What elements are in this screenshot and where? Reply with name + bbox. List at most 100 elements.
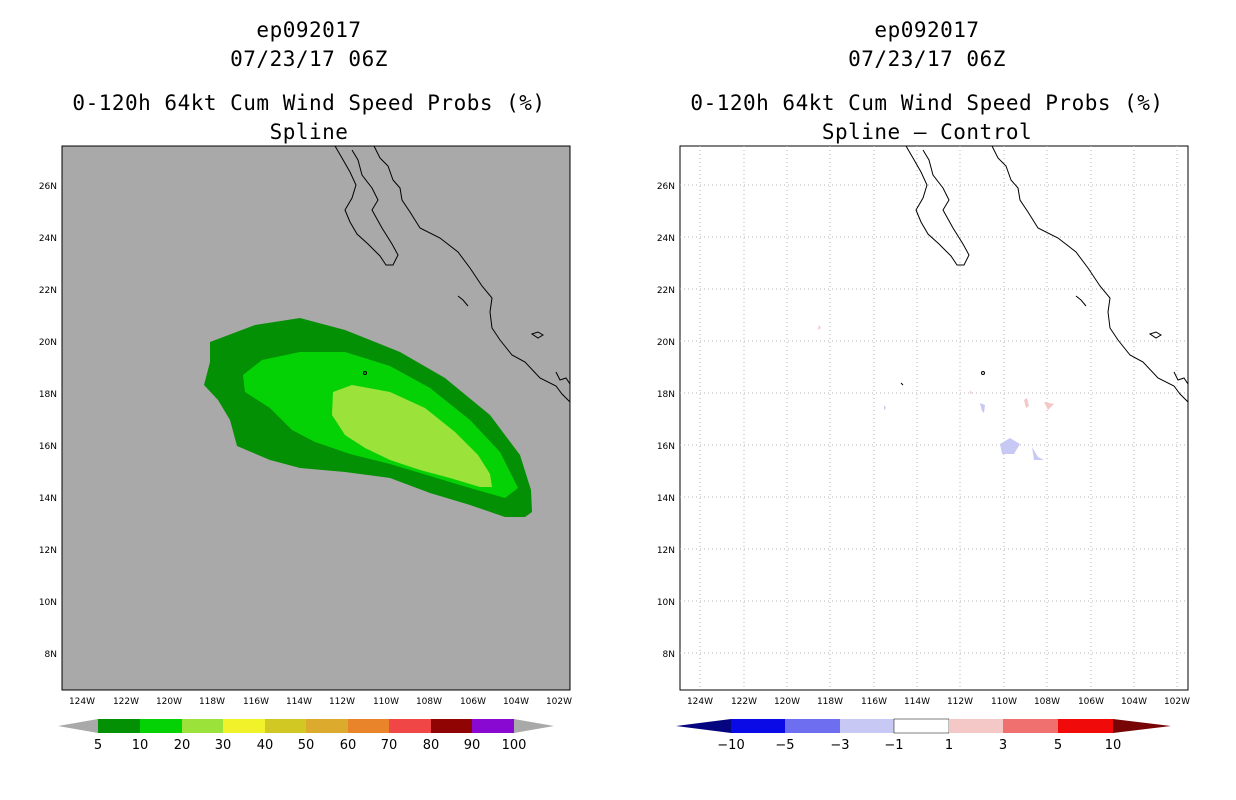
colorbar-segment [949, 719, 1003, 733]
lat-tick-label: 12N [657, 546, 675, 556]
colorbar-label: 20 [174, 738, 191, 753]
colorbar-under-arrow [676, 719, 731, 733]
island [1148, 331, 1162, 339]
colorbar-segment [785, 719, 840, 733]
lat-tick-label: 16N [39, 442, 57, 452]
lon-tick-label: 108W [1034, 697, 1060, 707]
colorbar-label: 90 [464, 738, 481, 753]
lon-tick-label: 106W [460, 697, 486, 707]
lat-tick-label: 24N [39, 234, 57, 244]
lon-tick-label: 112W [329, 697, 355, 707]
colorbar-label: −3 [830, 738, 849, 753]
colorbar-segment [431, 719, 472, 733]
lon-tick-label: 110W [991, 697, 1017, 707]
colorbar: 5 10 20 30 40 50 60 70 80 90 100 [58, 719, 554, 753]
island [1075, 295, 1087, 307]
lat-ticks: 26N 24N 22N 20N 18N 16N 14N 12N 10N 8N [657, 182, 675, 660]
diff-positive-area [1024, 398, 1029, 408]
lat-tick-label: 16N [657, 442, 675, 452]
island [530, 331, 544, 339]
colorbar-segment [389, 719, 431, 733]
island [555, 371, 571, 385]
lat-tick-label: 14N [657, 494, 675, 504]
colorbar-over-arrow [1113, 719, 1171, 733]
lat-tick-label: 24N [657, 234, 675, 244]
colorbar-segment [265, 719, 306, 733]
map-spline: 124W 122W 120W 118W 116W 114W 112W 110W … [39, 145, 572, 753]
datetime: 07/23/17 06Z [230, 47, 388, 71]
product-title: 0-120h 64kt Cum Wind Speed Probs (%) [72, 91, 546, 115]
lon-tick-label: 114W [286, 697, 312, 707]
lon-tick-label: 120W [774, 697, 800, 707]
prob-20pct-area [332, 385, 492, 487]
storm-id: ep092017 [874, 18, 980, 42]
lat-tick-label: 18N [39, 390, 57, 400]
colorbar-segment [348, 719, 389, 733]
colorbar-label: 80 [423, 738, 440, 753]
colorbar-label: 30 [215, 738, 232, 753]
mainland-coastline [373, 145, 571, 403]
colorbar-segment [731, 719, 785, 733]
lon-tick-label: 118W [199, 697, 225, 707]
colorbar-segment [306, 719, 348, 733]
baja-coastline [334, 145, 399, 266]
lat-tick-label: 10N [657, 598, 675, 608]
colorbar-label: 5 [1054, 738, 1062, 753]
colorbar-label: 1 [945, 738, 953, 753]
colorbar-segment [223, 719, 265, 733]
colorbar-segment [182, 719, 223, 733]
lon-tick-label: 102W [546, 697, 572, 707]
diff-positive-area [1044, 402, 1054, 410]
colorbar-segment [1058, 719, 1113, 733]
diff-positive-area [818, 325, 821, 330]
diff-positive-area [970, 390, 972, 394]
lat-tick-label: 8N [663, 650, 675, 660]
lon-tick-label: 122W [113, 697, 139, 707]
lon-tick-label: 110W [373, 697, 399, 707]
colorbar: −10 −5 −3 −1 1 3 5 10 [676, 718, 1171, 753]
colorbar-under-arrow [58, 719, 98, 733]
diff-negative-area [980, 403, 985, 413]
lon-tick-label: 102W [1164, 697, 1190, 707]
map-difference: 124W 122W 120W 118W 116W 114W 112W 110W … [657, 145, 1190, 753]
lat-ticks: 26N 24N 22N 20N 18N 16N 14N 12N 10N 8N [39, 182, 57, 660]
lon-tick-label: 120W [156, 697, 182, 707]
island [457, 295, 469, 307]
colorbar-segment [472, 719, 514, 733]
lat-tick-label: 14N [39, 494, 57, 504]
colorbar-label: 50 [298, 738, 315, 753]
diff-negative-area [884, 405, 886, 410]
panel-subtitle: Spline — Control [821, 120, 1033, 144]
lat-tick-label: 26N [39, 182, 57, 192]
product-title: 0-120h 64kt Cum Wind Speed Probs (%) [690, 91, 1164, 115]
island [363, 371, 367, 375]
diff-negative-area [1032, 447, 1044, 460]
lon-tick-label: 124W [69, 697, 95, 707]
colorbar-label: −10 [717, 738, 744, 753]
colorbar-segment [98, 719, 140, 733]
lon-tick-label: 118W [817, 697, 843, 707]
island [900, 382, 904, 386]
lon-ticks: 124W 122W 120W 118W 116W 114W 112W 110W … [69, 697, 572, 707]
colorbar-label: 60 [340, 738, 357, 753]
panel-subtitle: Spline [269, 120, 349, 144]
colorbar-segment [893, 718, 950, 734]
lon-tick-label: 104W [503, 697, 529, 707]
lon-tick-label: 122W [731, 697, 757, 707]
lat-tick-label: 10N [39, 598, 57, 608]
colorbar-label: 70 [381, 738, 398, 753]
lat-tick-label: 8N [45, 650, 57, 660]
lat-tick-label: 12N [39, 546, 57, 556]
lon-tick-label: 104W [1121, 697, 1147, 707]
colorbar-label: −1 [884, 738, 903, 753]
island [1173, 371, 1189, 385]
diff-negative-area [1000, 438, 1020, 454]
lat-tick-label: 20N [657, 338, 675, 348]
lon-tick-label: 116W [243, 697, 269, 707]
lon-tick-label: 108W [416, 697, 442, 707]
lon-ticks: 124W 122W 120W 118W 116W 114W 112W 110W … [687, 697, 1190, 707]
left-panel: ep092017 07/23/17 06Z 0-120h 64kt Cum Wi… [39, 18, 572, 753]
lon-tick-label: 116W [861, 697, 887, 707]
gridlines [680, 146, 1188, 690]
baja-coastline [905, 145, 970, 266]
